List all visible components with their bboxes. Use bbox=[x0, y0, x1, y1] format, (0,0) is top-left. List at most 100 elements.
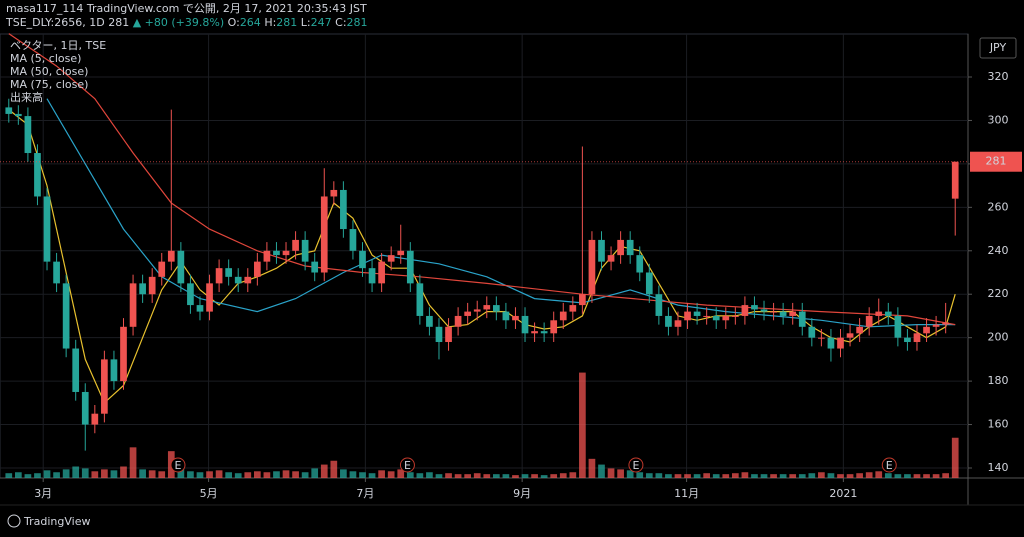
volume-bar bbox=[292, 471, 299, 478]
volume-bar bbox=[387, 471, 395, 478]
volume-bar bbox=[884, 473, 892, 478]
volume-bar bbox=[53, 472, 60, 478]
last-price: 281 bbox=[108, 16, 129, 29]
volume-bar bbox=[512, 475, 519, 478]
volume-bar bbox=[14, 472, 22, 478]
candle-body bbox=[913, 333, 921, 343]
candle-body bbox=[120, 326, 127, 382]
volume-bar bbox=[789, 474, 797, 478]
candle-body bbox=[397, 250, 405, 256]
candle-body bbox=[760, 309, 768, 312]
y-tick-label: 160 bbox=[988, 418, 1009, 431]
volume-bar bbox=[311, 468, 319, 478]
candle-body bbox=[846, 333, 854, 338]
volume-bar bbox=[932, 474, 940, 478]
volume-bar bbox=[148, 470, 156, 478]
volume-bar bbox=[492, 474, 500, 478]
volume-bar bbox=[665, 474, 672, 478]
volume-bar bbox=[913, 474, 921, 478]
volume-bar bbox=[703, 473, 711, 478]
volume-bar bbox=[540, 475, 548, 478]
volume-bar bbox=[751, 474, 758, 478]
volume-bar bbox=[378, 470, 385, 478]
volume-bar bbox=[559, 473, 567, 478]
x-tick-label: 3月 bbox=[34, 487, 52, 500]
brand-icon bbox=[7, 514, 21, 528]
candle-body bbox=[923, 326, 930, 334]
currency-box[interactable] bbox=[979, 37, 1017, 59]
ohlc-value: 281 bbox=[347, 16, 368, 29]
ohlc-value: 247 bbox=[311, 16, 332, 29]
candle-body bbox=[225, 268, 233, 277]
candle-body bbox=[244, 276, 252, 284]
volume-bar bbox=[923, 474, 930, 478]
candle-body bbox=[588, 239, 596, 295]
volume-bar bbox=[846, 474, 854, 478]
volume-bar bbox=[253, 471, 261, 478]
published-line: masa117_114 TradingView.com で公開, 2月 17, … bbox=[6, 2, 367, 15]
volume-bar bbox=[531, 474, 538, 478]
candle-body bbox=[72, 348, 80, 392]
volume-bar bbox=[120, 466, 127, 478]
candle-body bbox=[674, 320, 682, 327]
volume-bar bbox=[808, 473, 816, 478]
symbol: TSE_DLY:2656, 1D bbox=[5, 16, 105, 29]
volume-bar bbox=[416, 473, 424, 478]
volume-bar bbox=[435, 474, 443, 478]
candle-body bbox=[645, 272, 653, 295]
volume-bar bbox=[731, 473, 739, 478]
candle-body bbox=[731, 315, 739, 317]
volume-bar bbox=[330, 460, 338, 478]
candle-body bbox=[416, 283, 424, 316]
volume-bar bbox=[215, 470, 223, 478]
candle-body bbox=[406, 250, 414, 284]
volume-bar bbox=[206, 471, 213, 478]
candle-body bbox=[951, 161, 959, 199]
candle-body bbox=[301, 239, 309, 262]
candle-body bbox=[837, 337, 844, 349]
y-tick-label: 240 bbox=[988, 244, 1009, 257]
volume-bar bbox=[684, 474, 691, 478]
candle-body bbox=[215, 268, 223, 284]
volume-bar bbox=[426, 472, 433, 478]
volume-bar bbox=[129, 447, 137, 478]
candle-body bbox=[368, 268, 376, 284]
candle-body bbox=[435, 326, 443, 343]
candle-body bbox=[751, 305, 758, 310]
volume-bar bbox=[110, 470, 118, 478]
volume-bar bbox=[521, 474, 529, 478]
candle-body bbox=[311, 261, 319, 273]
candle-body bbox=[492, 305, 500, 312]
candle-body bbox=[91, 413, 99, 425]
volume-bar bbox=[779, 474, 787, 478]
volume-bar bbox=[5, 473, 13, 478]
currency: JPY bbox=[989, 41, 1007, 54]
volume-bar bbox=[645, 473, 653, 478]
candle-body bbox=[110, 359, 118, 382]
volume-bar bbox=[196, 472, 204, 478]
candle-body bbox=[827, 337, 835, 349]
candle-body bbox=[196, 305, 204, 312]
volume-bar bbox=[569, 472, 577, 478]
volume-bar bbox=[875, 471, 883, 478]
x-tick-label: 5月 bbox=[200, 487, 218, 500]
candle-body bbox=[5, 107, 13, 114]
ohlc-value: 281 bbox=[276, 16, 297, 29]
candle-body bbox=[626, 239, 634, 256]
candle-body bbox=[387, 255, 395, 262]
event-label: E bbox=[886, 459, 893, 472]
candle-body bbox=[894, 315, 902, 338]
candle-body bbox=[62, 283, 70, 349]
candle-body bbox=[884, 311, 892, 316]
candle-body bbox=[865, 315, 873, 327]
candle-body bbox=[273, 250, 280, 256]
volume-bar bbox=[177, 468, 185, 478]
candle-body bbox=[741, 305, 749, 316]
volume-bar bbox=[139, 469, 146, 478]
candle-body bbox=[722, 315, 730, 321]
volume-bar bbox=[483, 474, 491, 478]
candle-body bbox=[540, 331, 548, 334]
legend: ベクター, 1日, TSE MA (5, close) MA (50, clos… bbox=[10, 39, 106, 104]
volume-bar bbox=[951, 437, 959, 478]
volume-bar bbox=[607, 468, 615, 478]
